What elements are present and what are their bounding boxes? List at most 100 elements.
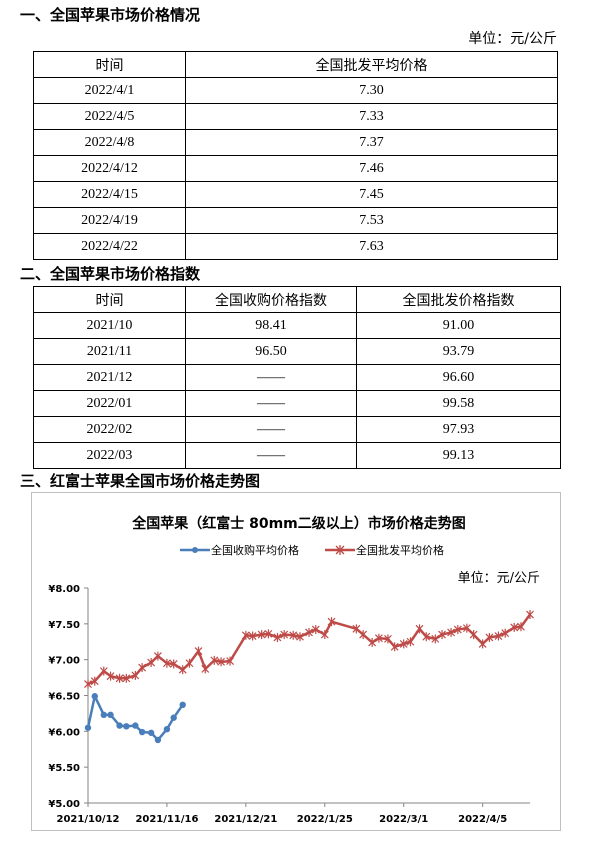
cell-wholesale-index: 97.93 <box>356 416 561 443</box>
data-point <box>99 666 108 676</box>
data-point <box>384 634 392 644</box>
data-point <box>217 657 225 667</box>
plot-area <box>84 610 534 744</box>
y-tick-label: ¥8.00 <box>48 584 80 595</box>
data-point <box>84 724 92 731</box>
data-point <box>406 637 415 647</box>
legend-purchase-marker <box>192 547 198 553</box>
data-point <box>494 631 503 641</box>
data-point <box>469 630 478 640</box>
data-point <box>485 632 494 642</box>
cell-time: 2022/01 <box>33 390 186 417</box>
data-point <box>122 673 131 683</box>
data-point <box>422 632 431 642</box>
cell-wholesale-index: 96.60 <box>356 364 561 391</box>
data-point <box>138 663 147 673</box>
cell-time: 2022/03 <box>33 442 186 469</box>
table-header-row: 时间 全国收购价格指数 全国批发价格指数 <box>33 286 561 313</box>
x-tick-label: 2021/12/21 <box>214 814 277 825</box>
index-table: 时间 全国收购价格指数 全国批发价格指数 2021/10 98.41 91.00 20… <box>33 286 561 469</box>
data-point <box>438 630 446 640</box>
table-row: 2021/10 98.41 91.00 <box>33 312 561 339</box>
data-point <box>248 631 257 641</box>
data-point <box>84 679 92 689</box>
data-point <box>280 630 289 640</box>
legend-wholesale-label: 全国批发平均价格 <box>356 543 444 557</box>
data-point <box>399 639 408 649</box>
header-wholesale-index: 全国批发价格指数 <box>356 286 561 313</box>
table-row: 2022/02 —— 97.93 <box>33 416 561 443</box>
data-point <box>327 617 336 627</box>
legend: 全国收购平均价格 全国批发平均价格 <box>180 543 444 557</box>
header-time: 时间 <box>33 286 186 313</box>
chart-frame <box>31 492 561 831</box>
table-row: 2022/4/22 7.63 <box>33 233 558 260</box>
cell-wholesale-avg: 7.37 <box>185 129 558 156</box>
data-point <box>131 670 140 680</box>
data-point <box>123 723 130 730</box>
data-point <box>90 676 99 686</box>
data-point <box>257 630 266 640</box>
cell-time: 2022/02 <box>33 416 186 443</box>
chart-title: 全国苹果（红富士 80mm二级以上）市场价格走势图 <box>131 515 466 532</box>
cell-time: 2022/4/8 <box>33 129 186 156</box>
data-point <box>368 637 377 647</box>
data-point <box>115 673 124 683</box>
data-point <box>311 625 320 635</box>
data-point <box>107 711 114 719</box>
x-tick-label: 2022/3/1 <box>379 814 428 825</box>
section1-title: 一、全国苹果市场价格情况 <box>20 6 201 24</box>
data-point <box>153 651 162 661</box>
cell-wholesale-avg: 7.63 <box>185 233 558 260</box>
data-point <box>478 639 487 649</box>
data-point <box>147 729 155 736</box>
section2-title: 二、全国苹果市场价格指数 <box>20 265 201 283</box>
cell-time: 2022/4/5 <box>33 103 186 130</box>
y-axis: ¥5.00 ¥5.50 ¥6.00 ¥6.50 ¥7.00 ¥7.50 ¥8.00 <box>48 584 89 810</box>
x-tick-label: 2021/10/12 <box>57 814 120 825</box>
y-tick-label: ¥6.00 <box>48 727 80 738</box>
data-point <box>194 646 203 656</box>
data-point <box>359 630 368 640</box>
data-point <box>501 628 510 638</box>
data-point <box>320 630 329 640</box>
data-point <box>106 671 115 681</box>
table-row: 2022/4/5 7.33 <box>33 103 558 130</box>
data-point <box>273 632 282 642</box>
data-point <box>453 625 462 635</box>
price-table: 时间 全国批发平均价格 2022/4/1 7.30 2022/4/5 7.33 2022… <box>33 51 558 260</box>
data-point <box>178 665 187 675</box>
x-tick-label: 2021/11/16 <box>135 814 198 825</box>
section3-title: 三、红富士苹果全国市场价格走势图 <box>20 472 261 490</box>
data-point <box>415 624 424 634</box>
cell-time: 2021/12 <box>33 364 186 391</box>
x-axis: 2021/10/12 2021/11/16 2021/12/21 2022/1/25 2… <box>57 802 530 825</box>
cell-purchase-index: —— <box>185 442 357 469</box>
y-tick-label: ¥7.00 <box>48 656 80 667</box>
legend-purchase-label: 全国收购平均价格 <box>211 543 299 557</box>
data-point <box>241 630 250 640</box>
data-point <box>526 610 534 620</box>
table-row: 2021/12 —— 96.60 <box>33 364 561 391</box>
x-tick-label: 2022/1/25 <box>297 814 353 825</box>
data-point <box>447 627 455 637</box>
series-line-0 <box>86 694 184 742</box>
table-row: 2022/03 —— 99.13 <box>33 442 561 469</box>
table-row: 2022/4/1 7.30 <box>33 77 558 104</box>
data-point <box>169 659 178 669</box>
data-point <box>296 632 304 642</box>
legend-wholesale-marker <box>335 545 345 555</box>
data-point <box>154 736 162 744</box>
data-point <box>91 693 98 700</box>
table-row: 2022/4/8 7.37 <box>33 129 558 156</box>
data-point <box>390 642 399 652</box>
y-tick-label: ¥5.50 <box>48 763 80 774</box>
cell-time: 2022/4/19 <box>33 207 186 234</box>
cell-wholesale-index: 99.13 <box>356 442 561 469</box>
data-point <box>517 622 525 632</box>
data-point <box>138 728 146 736</box>
data-point <box>100 711 107 719</box>
data-point <box>510 622 519 632</box>
data-point <box>264 629 273 639</box>
